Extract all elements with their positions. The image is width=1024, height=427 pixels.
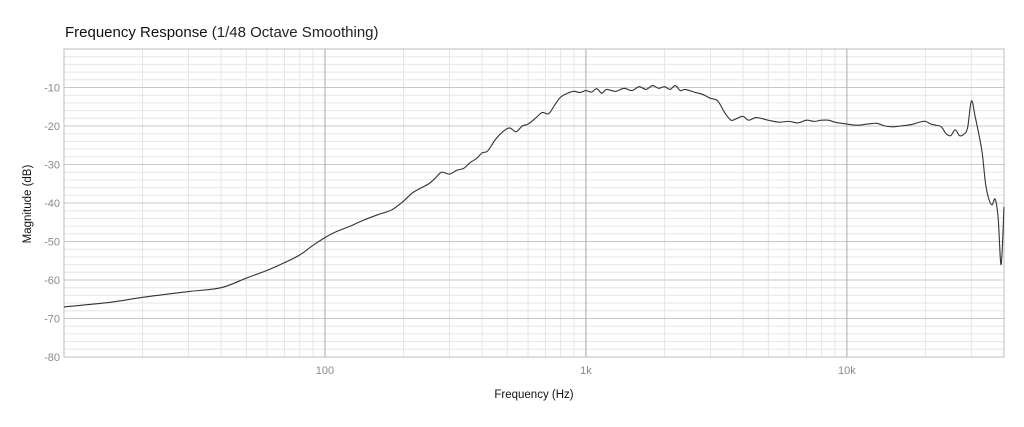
x-axis-ticks: 100 1k 10k bbox=[316, 365, 856, 377]
y-tick-label: -70 bbox=[44, 314, 60, 326]
chart-title-main: Frequency Response bbox=[65, 24, 208, 41]
y-tick-label: -60 bbox=[44, 275, 60, 287]
y-axis-ticks: -10 -20 -30 -40 -50 -60 -70 -80 bbox=[44, 83, 60, 365]
y-tick-label: -10 bbox=[44, 83, 60, 95]
chart-title: Frequency Response (1/48 Octave Smoothin… bbox=[65, 24, 379, 41]
y-tick-label: -40 bbox=[44, 198, 60, 210]
y-tick-label: -80 bbox=[44, 352, 60, 364]
chart-subtitle: (1/48 Octave Smoothing) bbox=[211, 24, 379, 41]
y-tick-label: -20 bbox=[44, 121, 60, 133]
x-tick-label: 1k bbox=[580, 365, 592, 377]
x-tick-label: 10k bbox=[838, 365, 856, 377]
x-tick-label: 100 bbox=[316, 365, 334, 377]
x-axis-label: Frequency (Hz) bbox=[494, 389, 573, 401]
y-tick-label: -30 bbox=[44, 160, 60, 172]
plot-frame bbox=[63, 48, 1005, 358]
y-tick-label: -50 bbox=[44, 237, 60, 249]
y-axis-label: Magnitude (dB) bbox=[22, 165, 34, 244]
series-line bbox=[63, 85, 1005, 308]
